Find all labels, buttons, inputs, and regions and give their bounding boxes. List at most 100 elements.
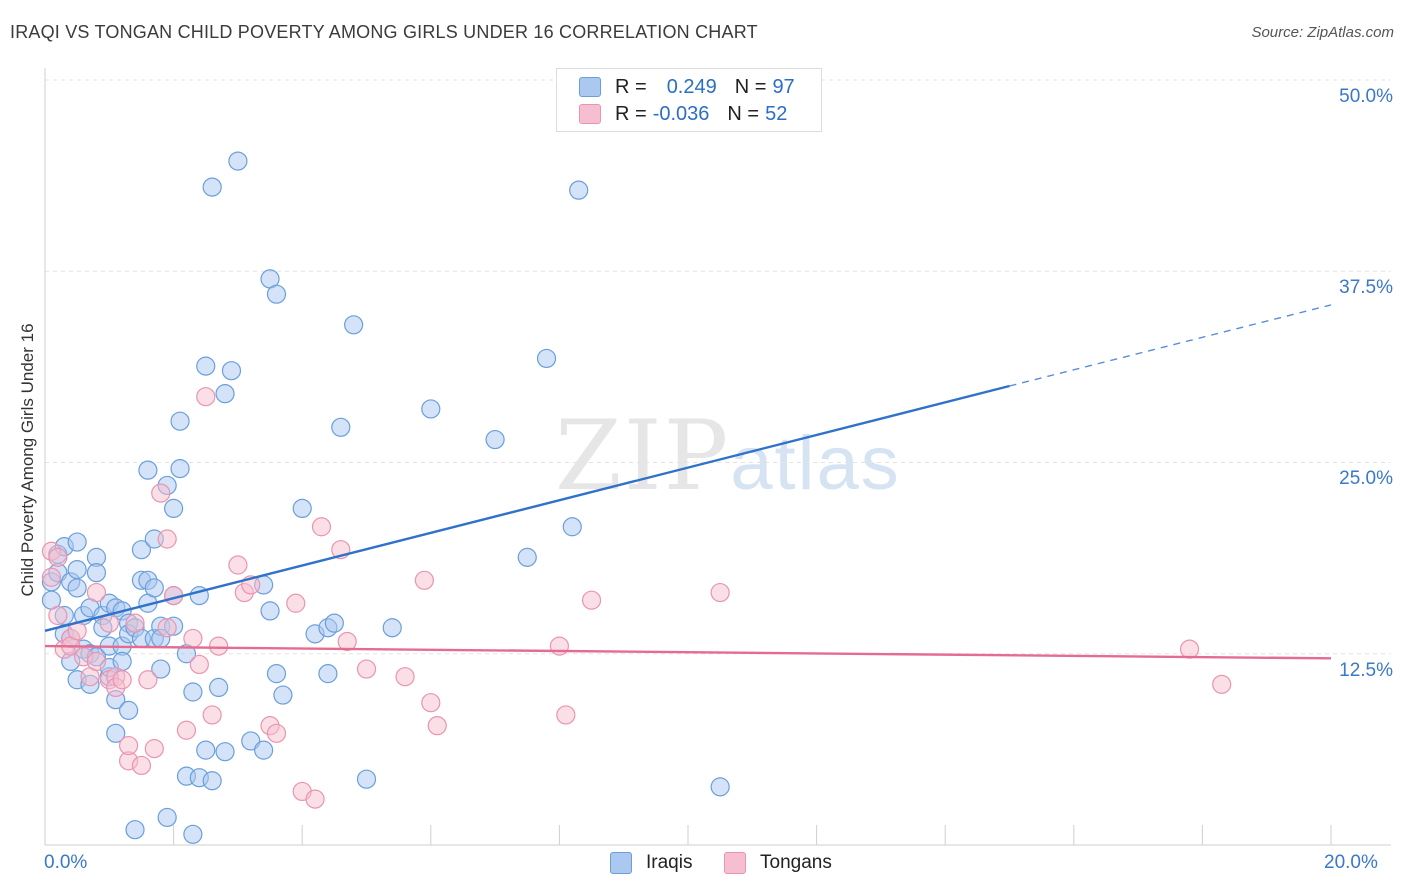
iraqis-point-67 [202, 177, 222, 197]
legend-iraqis-swatch [610, 852, 632, 874]
legend-item-tongans: Tongans [724, 852, 832, 874]
tongans-point-43 [337, 631, 357, 652]
tongans-point-19 [125, 613, 145, 633]
legend-iraqis-label: Iraqis [646, 852, 693, 873]
iraqis-point-70 [215, 384, 235, 404]
tongans-point-3 [48, 547, 68, 567]
series-legend: Iraqis Tongans [0, 852, 1406, 878]
source-label: Source: ZipAtlas.com [1251, 24, 1394, 41]
legend-item-iraqis: Iraqis [610, 852, 692, 874]
tongans-point-22 [144, 739, 164, 759]
tongans-point-40 [305, 789, 325, 809]
iraqis-trend-line [44, 384, 1010, 632]
y-tick-label-12-5: 12.5% [1339, 660, 1393, 681]
tongans-point-2 [48, 605, 68, 626]
iraqis-point-87 [344, 315, 364, 335]
iraqis-point-11 [67, 559, 87, 580]
tongans-point-45 [395, 667, 415, 687]
tongans-point-28 [183, 628, 203, 649]
tongans-point-38 [286, 593, 306, 613]
iraqis-point-88 [356, 769, 377, 789]
iraqis-point-45 [144, 578, 164, 598]
y-tick-label-50: 50.0% [1339, 86, 1393, 107]
iraqis-n-label: N = [734, 75, 767, 98]
tongans-point-48 [427, 716, 447, 736]
tongans-point-41 [311, 517, 332, 537]
grid-layer [44, 68, 1391, 846]
iraqis-point-79 [266, 284, 287, 304]
iraqis-point-10 [67, 578, 87, 598]
x-tick-label-min: 0.0% [44, 852, 88, 873]
correlation-legend: R = 0.249 N = 97 R = -0.036 N = 52 [556, 68, 822, 132]
iraqis-point-96 [710, 777, 730, 797]
tongans-point-54 [1212, 674, 1232, 694]
tongans-n-value: 52 [765, 102, 788, 125]
iraqis-point-28 [106, 723, 126, 743]
tongans-point-23 [151, 483, 171, 503]
iraqis-point-64 [196, 740, 216, 760]
tongans-r-value: -0.036 [652, 102, 710, 125]
iraqis-point-95 [569, 180, 589, 200]
iraqis-point-86 [331, 417, 351, 437]
iraqis-point-65 [196, 356, 216, 376]
legend-tongans-label: Tongans [760, 852, 832, 873]
iraqis-point-71 [221, 361, 242, 381]
iraqis-point-77 [260, 601, 280, 621]
iraqis-point-13 [67, 532, 87, 552]
tongans-point-30 [196, 387, 216, 407]
legend-row-iraqis: R = 0.249 N = 97 [579, 75, 813, 99]
iraqis-point-56 [170, 459, 190, 479]
iraqis-point-44 [138, 460, 158, 480]
tongans-r-label: R = [615, 102, 647, 125]
tongans-swatch [579, 104, 601, 124]
tongans-n-label: N = [727, 102, 760, 125]
iraqis-point-90 [421, 399, 441, 419]
iraqis-swatch [579, 77, 601, 97]
tongans-point-24 [157, 618, 177, 638]
iraqis-point-81 [292, 498, 312, 518]
tongans-point-16 [112, 670, 132, 690]
tongans-point-53 [1179, 639, 1200, 659]
iraqis-point-51 [157, 807, 177, 828]
tongans-point-46 [414, 570, 434, 590]
chart-title: IRAQI VS TONGAN CHILD POVERTY AMONG GIRL… [10, 22, 758, 42]
iraqis-point-80 [273, 685, 293, 705]
tongans-point-37 [266, 723, 287, 743]
iraqis-trend-extension [1009, 304, 1332, 387]
tongans-point-21 [138, 670, 158, 690]
iraqis-point-49 [151, 659, 171, 679]
iraqis-n-value: 97 [772, 75, 795, 98]
iraqis-point-91 [485, 429, 505, 450]
tongans-point-51 [581, 590, 602, 610]
iraqis-point-35 [118, 700, 139, 720]
tongans-point-27 [176, 720, 197, 740]
tongans-point-52 [710, 582, 730, 603]
tongans-point-47 [421, 693, 441, 713]
iraqis-point-89 [382, 618, 402, 638]
iraqis-point-85 [324, 613, 344, 633]
iraqis-series [41, 151, 730, 844]
iraqis-point-68 [209, 677, 229, 698]
iraqis-point-60 [183, 682, 203, 702]
iraqis-point-57 [170, 411, 190, 431]
iraqis-point-83 [318, 664, 338, 684]
tongans-point-33 [228, 555, 248, 575]
iraqis-r-label: R = [615, 75, 647, 98]
iraqis-r-value: 0.249 [666, 75, 717, 98]
y-tick-label-37-5: 37.5% [1339, 277, 1393, 298]
tongans-point-20 [131, 755, 152, 776]
tongans-point-29 [189, 654, 209, 675]
tongans-trend-line [44, 644, 1332, 660]
iraqis-point-38 [125, 820, 145, 840]
iraqis-point-66 [202, 771, 222, 791]
iraqis-point-55 [164, 498, 184, 518]
iraqis-point-72 [228, 151, 248, 171]
iraqis-point-39 [131, 540, 152, 560]
iraqis-point-78 [266, 664, 287, 684]
tongans-point-1 [41, 567, 62, 587]
tongans-series [41, 387, 1232, 809]
tongans-point-11 [86, 651, 107, 672]
tongans-point-25 [157, 529, 177, 549]
iraqis-point-69 [215, 742, 235, 762]
